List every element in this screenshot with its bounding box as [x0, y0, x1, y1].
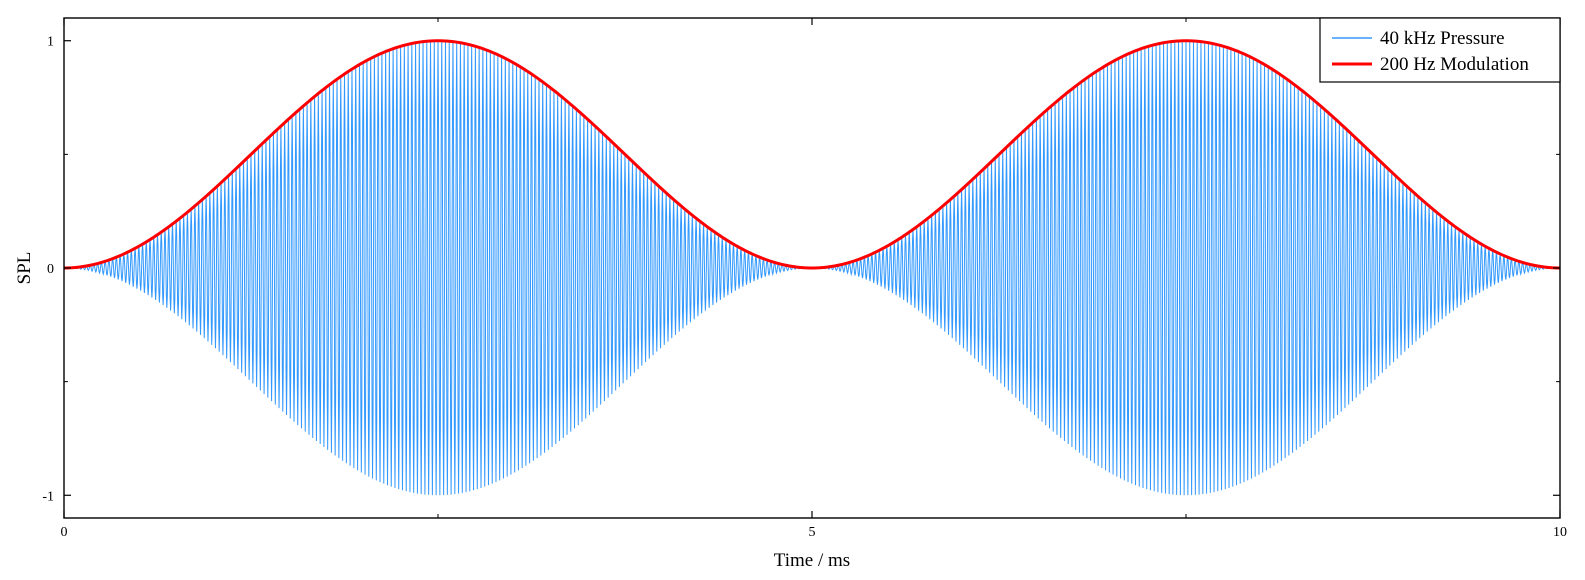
- series-modulation-line: [63, 39, 1561, 270]
- legend: 40 kHz Pressure 200 Hz Modulation: [1319, 17, 1561, 83]
- ticks-layer: 0 5 10 -1 0 1: [42, 18, 1567, 540]
- plot-layer: [63, 39, 1561, 496]
- x-tick-label: 5: [809, 525, 816, 540]
- legend-box: [1319, 17, 1561, 83]
- y-tick-label: -1: [42, 489, 54, 504]
- y-tick-label: 0: [47, 262, 54, 277]
- y-axis-label: SPL: [14, 252, 35, 285]
- x-tick-label: 10: [1553, 525, 1567, 540]
- x-axis-label: Time / ms: [774, 550, 850, 571]
- legend-label-pressure: 40 kHz Pressure: [1380, 28, 1505, 49]
- x-tick-label: 0: [61, 525, 68, 540]
- legend-label-modulation: 200 Hz Modulation: [1380, 54, 1529, 75]
- y-tick-label: 1: [47, 35, 54, 50]
